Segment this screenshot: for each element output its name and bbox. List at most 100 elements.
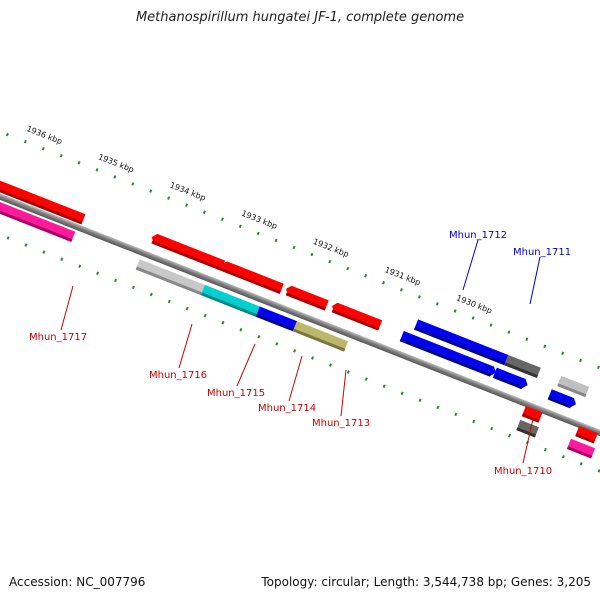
gene-label[interactable]: Mhun_1715 [207,388,265,399]
ruler-minor-tick [78,264,82,269]
gene-arrow[interactable] [255,306,297,332]
ruler-tick-label: 1931 kbp [383,265,421,287]
gene-label[interactable]: Mhun_1713 [312,418,370,429]
ruler-minor-tick [6,236,10,240]
gene-arrow[interactable] [492,367,530,391]
ruler-minor-tick [489,323,493,327]
gene-arrow[interactable] [330,301,383,331]
gene-arrow[interactable] [399,331,498,378]
gene-label[interactable]: Mhun_1710 [494,466,552,477]
ruler-minor-tick [113,175,117,179]
genome-summary: Topology: circular; Length: 3,544,738 bp… [261,575,591,589]
ruler-minor-tick [238,224,242,229]
ruler-minor-tick [41,146,45,151]
gene-labels: Mhun_1717 Mhun_1716 Mhun_1715 Mhun_1714 … [29,230,571,477]
ruler-minor-tick [221,320,225,325]
gene-label[interactable]: Mhun_1711 [513,247,571,258]
ruler-minor-tick [328,259,332,264]
ruler-minor-tick [310,252,314,257]
ruler-minor-tick [472,419,476,424]
ruler-minor-tick [417,295,421,299]
ruler-minor-tick [5,132,9,137]
gene-arrow[interactable] [566,438,596,459]
ruler-minor-tick [364,377,368,381]
ruler-minor-tick [167,196,171,200]
gene-arrow[interactable] [292,321,349,352]
ruler-minor-tick [275,342,279,346]
ruler-minor-tick [149,292,153,297]
ruler-minor-tick [59,153,63,158]
ruler-minor-tick [543,344,547,349]
gene-label[interactable]: Mhun_1716 [149,370,207,381]
gene-arrow[interactable] [516,419,539,438]
gene-arrow[interactable] [521,405,543,423]
ruler-minor-tick [96,271,100,276]
ruler-minor-tick [23,139,27,144]
ruler-minor-tick [239,327,243,332]
ruler-tick-label: 1933 kbp [240,209,278,231]
gene-arrow[interactable] [575,425,598,444]
forward-strand-track [0,164,590,398]
gene-arrow[interactable] [135,259,205,296]
ruler-minor-tick [328,363,332,367]
ruler-tick-label: 1934 kbp [168,181,206,203]
ruler-minor-tick [543,447,547,452]
ruler-minor-tick [400,391,404,395]
ruler-minor-tick [382,280,386,285]
ruler-tick-label: 1930 kbp [455,293,493,315]
gene-callouts [60,239,541,464]
gene-arrow[interactable] [504,354,541,379]
gene-arrow[interactable] [547,389,578,409]
ruler-minor-tick [77,161,81,165]
ruler-minor-tick [561,454,565,459]
ruler-minor-tick [149,189,153,193]
ruler-minor-tick [185,203,189,207]
ruler-minor-tick [471,316,475,320]
ruler-minor-tick [507,330,511,334]
map-title: Methanospirillum hungatei JF-1, complete… [135,10,465,25]
ruler-minor-tick [508,433,512,438]
gene-arrow[interactable] [0,164,86,225]
ruler-minor-tick [220,217,224,222]
accession-label: Accession: NC_007796 [9,575,146,589]
ruler-minor-tick [346,266,350,271]
ruler-minor-tick [202,210,206,214]
ruler-minor-tick [561,351,565,356]
ruler-tick-label: 1935 kbp [97,152,135,174]
ruler-minor-tick [185,306,189,311]
gene-label[interactable]: Mhun_1717 [29,332,87,343]
ruler-minor-tick [436,405,440,410]
ruler-minor-tick [60,257,64,261]
ruler-minor-tick [311,356,315,360]
ruler-minor-tick [131,285,135,290]
reverse-strand-track [0,180,598,459]
ruler-tick-label: 1932 kbp [312,237,350,259]
ruler-minor-tick [490,426,494,431]
ruler-minor-tick [274,238,278,243]
gene-arrow[interactable] [200,284,260,317]
gene-arrow[interactable] [284,284,329,311]
ruler-minor-tick [399,288,403,292]
ruler-minor-tick [525,337,529,341]
ruler-minor-tick [24,243,28,247]
gene-label[interactable]: Mhun_1714 [258,403,316,414]
gene-arrow[interactable] [557,375,590,398]
ruler-minor-tick [292,245,296,250]
ruler-minor-tick [256,231,260,236]
ruler-tick-label: 1936 kbp [25,124,63,146]
ruler-minor-tick [579,462,583,466]
gene-arrow[interactable] [413,319,509,366]
ruler-minor-tick [454,412,458,417]
gene-arrow[interactable] [149,232,226,271]
gene-arrow[interactable] [0,180,76,242]
ruler-minor-tick [346,370,350,374]
gene-arrow[interactable] [219,260,284,294]
ruler-minor-tick [579,358,583,363]
ruler-minor-tick [364,273,368,278]
ruler-minor-tick [435,302,439,306]
ruler-minor-tick [418,398,422,403]
gene-label[interactable]: Mhun_1712 [449,230,507,241]
ruler-minor-tick [293,349,297,353]
